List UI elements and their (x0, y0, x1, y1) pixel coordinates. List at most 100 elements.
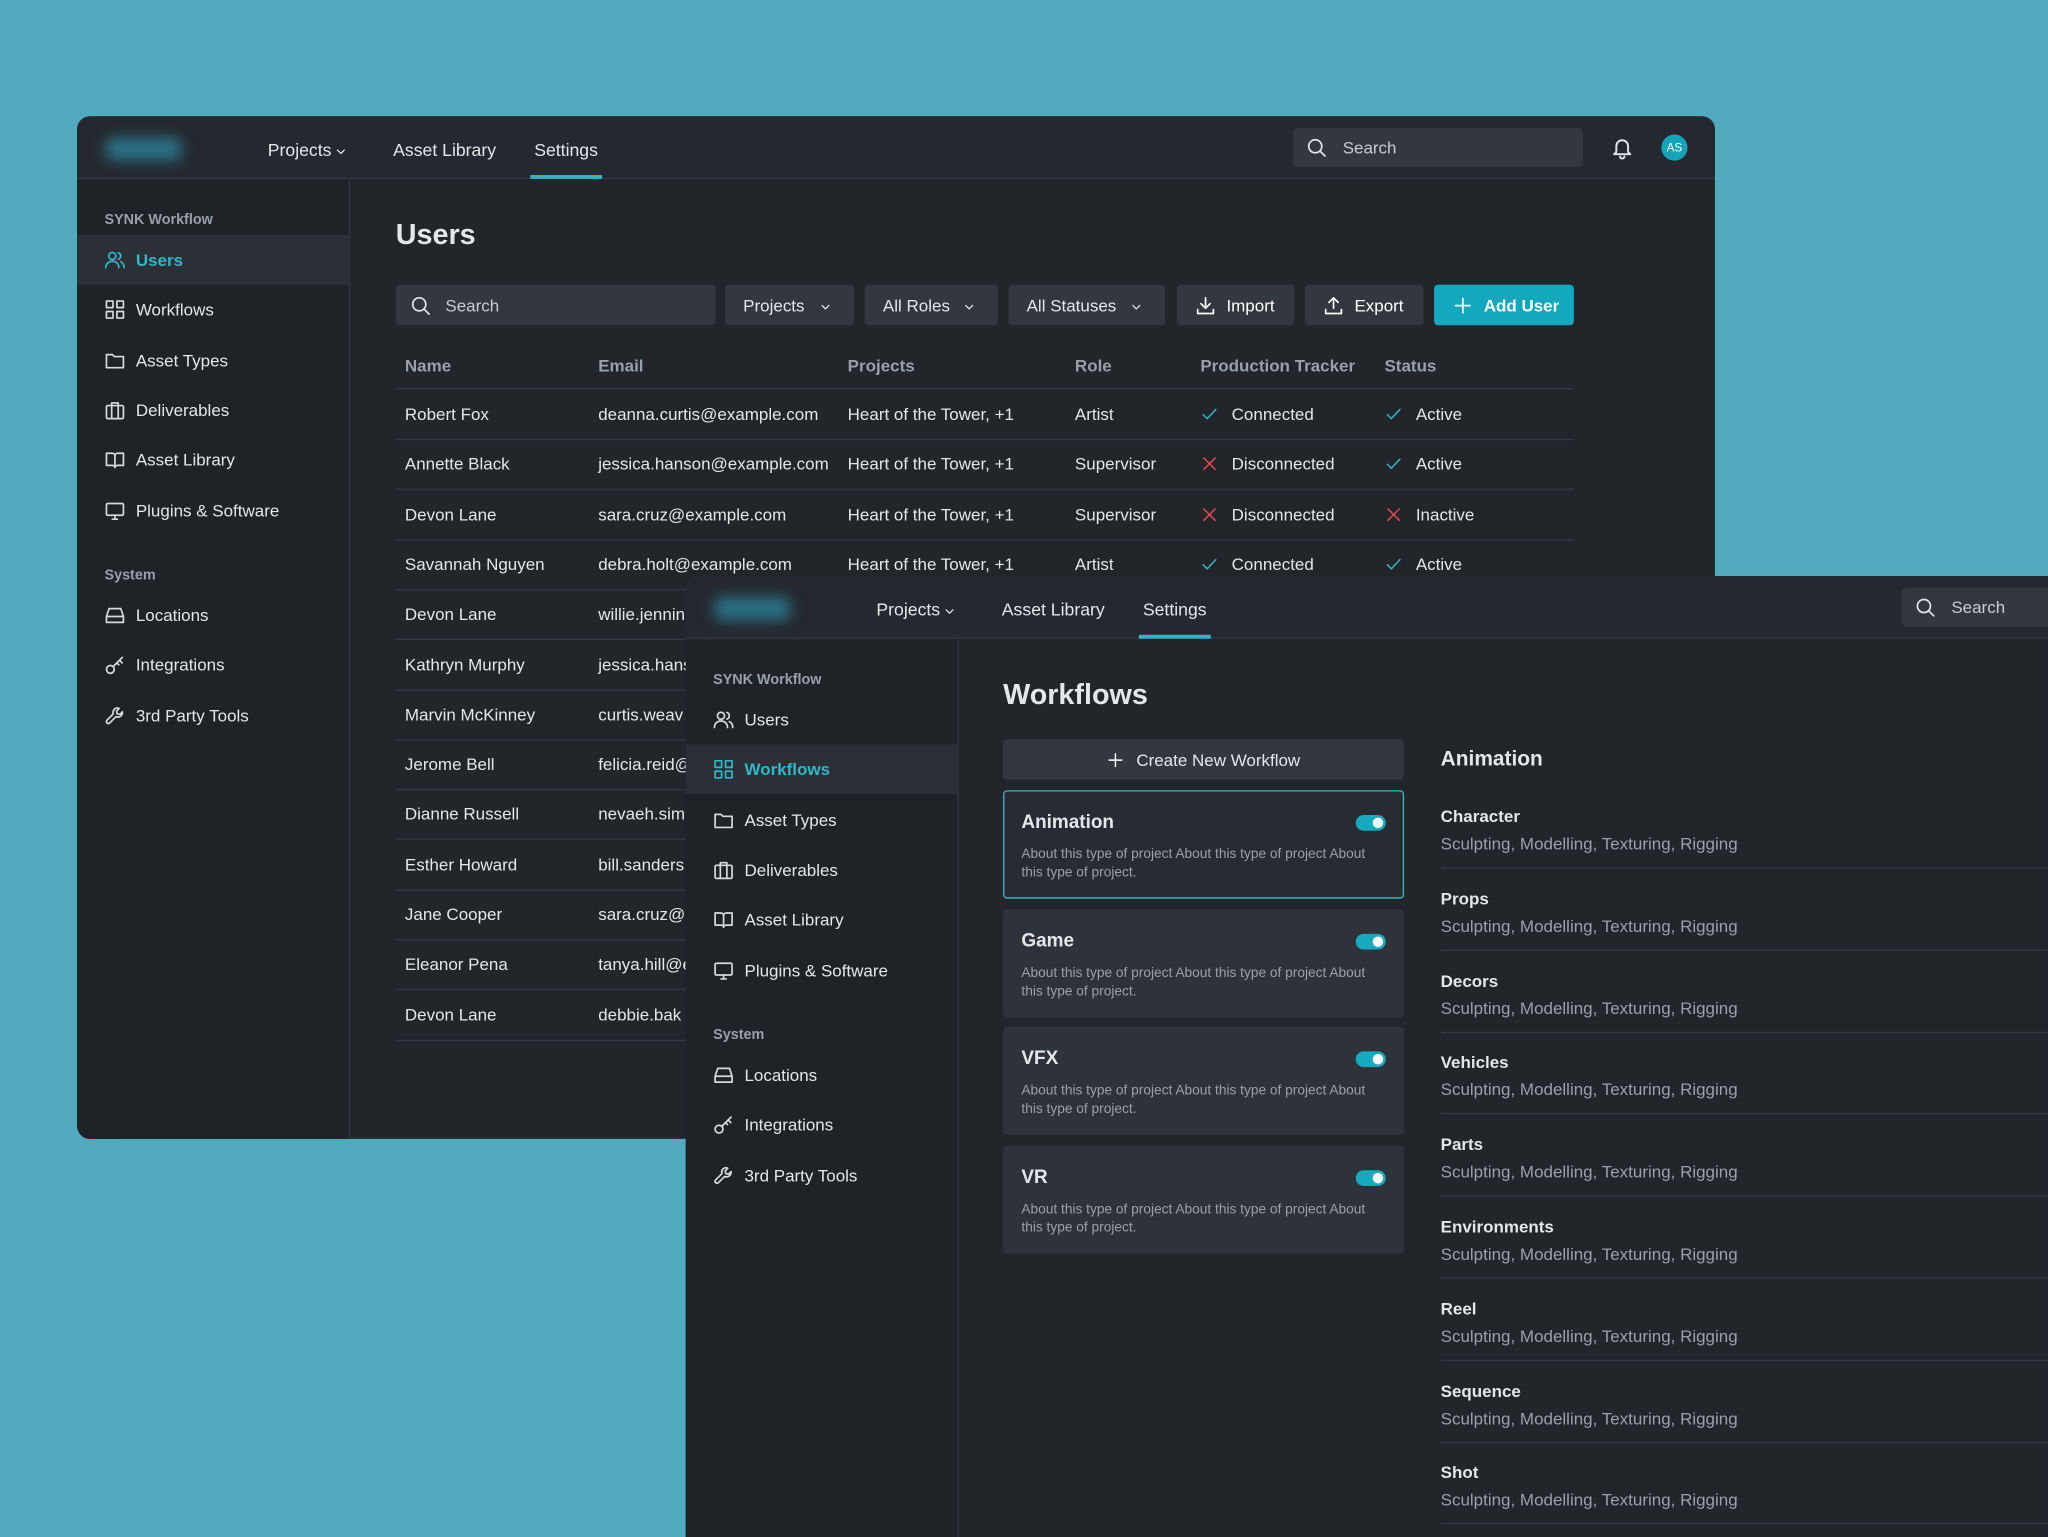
filter-dropdown[interactable]: All Statuses (1008, 284, 1166, 326)
workflow-card[interactable]: VFX About this type of project About this… (1003, 1027, 1405, 1136)
sidebar-icon (713, 809, 734, 830)
status-icon (1200, 555, 1218, 573)
cell-role: Supervisor (1074, 454, 1157, 474)
cell-email: curtis.weav (598, 704, 684, 724)
sidebar-item[interactable]: Plugins & Software (135, 500, 280, 520)
toggle-knob (1372, 1054, 1384, 1065)
sidebar-item[interactable]: Workflows (744, 759, 831, 780)
search-icon (1915, 597, 1936, 618)
sidebar-item[interactable]: Asset Library (135, 450, 235, 470)
status-icon (1200, 405, 1218, 423)
sidebar-item[interactable]: Integrations (744, 1115, 834, 1135)
detail-title: Animation (1440, 748, 1543, 771)
search-icon (410, 295, 431, 316)
action-button[interactable]: Import (1176, 284, 1295, 326)
sidebar-item[interactable]: 3rd Party Tools (744, 1165, 858, 1185)
workflow-card[interactable]: Animation About this type of project Abou… (1003, 790, 1405, 899)
workflow-card[interactable]: VR About this type of project About this … (1003, 1145, 1405, 1254)
nav-item[interactable]: Settings (534, 140, 598, 160)
sidebar-item[interactable]: Workflows (135, 300, 214, 320)
sidebar-item[interactable]: Deliverables (744, 859, 838, 880)
create-button[interactable]: Create New Workflow (1003, 739, 1405, 780)
plus-icon (1106, 750, 1124, 768)
status-icon (1200, 505, 1218, 523)
cell-name: Eleanor Pena (404, 954, 508, 975)
detail-divider (1440, 1359, 2048, 1361)
sidebar-icon (104, 655, 125, 676)
workflow-card[interactable]: Game About this type of project About thi… (1003, 908, 1405, 1018)
detail-divider (1440, 1441, 2048, 1443)
toggle[interactable] (1355, 815, 1386, 831)
detail-divider (1440, 867, 2048, 869)
detail-item-steps: Sculpting, Modelling, Texturing, Rigging (1440, 1162, 1738, 1182)
detail-item-name: Props (1440, 888, 1489, 909)
sidebar-item[interactable]: Asset Types (135, 350, 229, 370)
cell-tracker: Connected (1231, 554, 1314, 574)
toggle[interactable] (1355, 1170, 1386, 1187)
sidebar-item[interactable]: Locations (744, 1065, 818, 1085)
nav-item[interactable]: Projects (267, 140, 332, 160)
detail-item-name: Vehicles (1440, 1052, 1509, 1073)
sidebar-item[interactable]: Asset Library (744, 909, 844, 930)
cell-email: jessica.hans (598, 654, 692, 674)
button-label: Create New Workflow (1136, 749, 1301, 770)
page-title: Users (395, 218, 476, 251)
table-search[interactable]: Search (395, 284, 716, 326)
cell-status: Active (1415, 454, 1463, 474)
sidebar-item[interactable]: Users (744, 709, 789, 730)
column-header: Projects (847, 355, 915, 376)
cell-email: felicia.reid@ (598, 754, 692, 774)
nav-search[interactable]: Search (1293, 127, 1584, 168)
sidebar-item[interactable]: Plugins & Software (744, 959, 888, 980)
sidebar-icon (713, 759, 734, 780)
nav-item[interactable]: Asset Library (1001, 599, 1105, 620)
cell-email: jessica.hanson@example.com (598, 454, 829, 474)
sidebar-icon (713, 1165, 734, 1186)
toggle-knob (1372, 936, 1384, 947)
filter-dropdown[interactable]: Projects (724, 284, 855, 326)
status-icon (1200, 455, 1218, 473)
sidebar-active (77, 235, 351, 285)
nav-item[interactable]: Projects (876, 599, 941, 620)
sidebar-item[interactable]: 3rd Party Tools (135, 705, 249, 726)
cell-name: Jerome Bell (404, 754, 495, 774)
search-placeholder: Search (445, 295, 500, 315)
detail-item-steps: Sculpting, Modelling, Texturing, Rigging (1440, 1326, 1738, 1346)
sidebar-item[interactable]: Integrations (135, 655, 225, 675)
sidebar-icon (713, 1115, 734, 1136)
toggle[interactable] (1355, 1051, 1386, 1068)
filter-label: All Roles (882, 295, 950, 315)
cell-name: Devon Lane (404, 604, 497, 624)
detail-divider (1440, 1523, 2048, 1525)
avatar[interactable]: AS (1661, 134, 1688, 161)
card-title: Animation (1021, 812, 1114, 833)
action-button[interactable]: Add User (1434, 284, 1574, 326)
filter-dropdown[interactable]: All Roles (864, 284, 998, 326)
sidebar-item[interactable]: Users (135, 250, 184, 270)
nav-item[interactable]: Asset Library (393, 140, 497, 160)
card-description: About this type of project About this ty… (1021, 1201, 1366, 1236)
action-button[interactable]: Export (1304, 284, 1424, 326)
sidebar-item[interactable]: Locations (135, 605, 209, 625)
workflows-window: Projects Asset Library Settings Search SYNK … (685, 575, 2048, 1537)
sidebar-section: System (104, 567, 156, 584)
status-icon (1384, 405, 1402, 423)
cell-name: Kathryn Murphy (404, 654, 525, 674)
nav-item[interactable]: Settings (1142, 599, 1207, 620)
cell-email: tanya.hill@e (598, 954, 692, 975)
sidebar-item[interactable]: Deliverables (135, 400, 230, 420)
nav-search[interactable]: Search (1901, 587, 2048, 627)
detail-item-steps: Sculpting, Modelling, Texturing, Rigging (1440, 1408, 1738, 1428)
sidebar-item[interactable]: Asset Types (744, 809, 837, 830)
toggle[interactable] (1355, 933, 1386, 950)
status-icon (1384, 505, 1402, 523)
cell-email: debbie.bak (598, 1004, 682, 1025)
detail-divider (1440, 949, 2048, 951)
detail-item-steps: Sculpting, Modelling, Texturing, Rigging (1440, 915, 1738, 936)
chevron (961, 297, 977, 313)
card-description: About this type of project About this ty… (1021, 964, 1366, 999)
row-divider (395, 438, 1574, 441)
sidebar-section: System (713, 1027, 765, 1043)
